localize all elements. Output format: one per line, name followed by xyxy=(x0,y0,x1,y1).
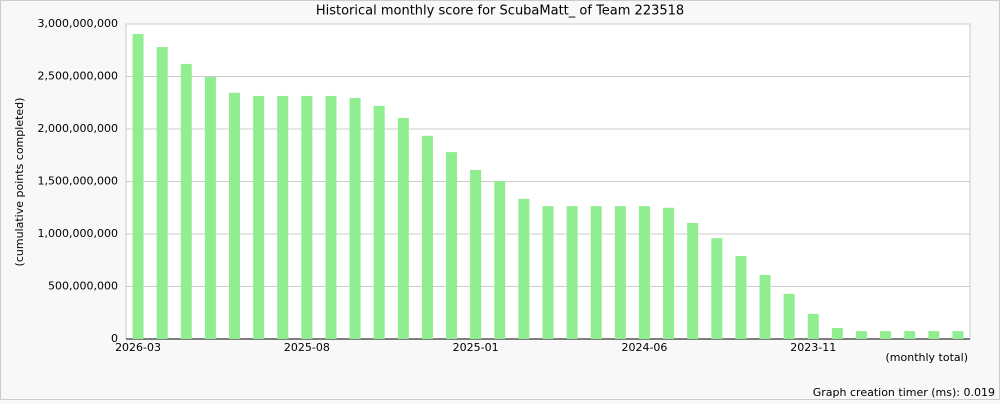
bar xyxy=(349,98,361,340)
bar xyxy=(880,331,892,339)
y-axis-label: (cumulative points completed) xyxy=(13,98,26,267)
bar xyxy=(156,47,168,339)
y-tick-label: 3,000,000,000 xyxy=(38,17,118,30)
bar xyxy=(132,33,144,339)
bar xyxy=(638,206,650,339)
bar xyxy=(614,206,626,339)
x-tick-label: 2025-01 xyxy=(453,341,499,354)
bar xyxy=(494,180,506,339)
bar xyxy=(783,293,795,339)
bar xyxy=(421,135,433,339)
x-tick-label: 2026-03 xyxy=(115,341,161,354)
bar xyxy=(180,63,192,340)
bar xyxy=(301,95,313,339)
bar xyxy=(470,169,482,339)
y-tick-label: 0 xyxy=(111,332,118,345)
bar xyxy=(446,152,458,339)
bar xyxy=(735,256,747,339)
bar xyxy=(687,222,699,339)
chart-title: Historical monthly score for ScubaMatt_ … xyxy=(316,4,684,19)
bar xyxy=(204,77,216,340)
y-tick-label: 1,000,000,000 xyxy=(38,227,118,240)
y-tick-label: 500,000,000 xyxy=(48,280,118,293)
footer: Graph creation timer (ms): 0.019 xyxy=(813,386,995,399)
x-tick-label: 2024-06 xyxy=(621,341,667,354)
bar xyxy=(253,95,265,339)
bar xyxy=(904,331,916,339)
bar xyxy=(229,92,241,340)
bar xyxy=(855,331,867,339)
y-tick-label: 2,500,000,000 xyxy=(38,70,118,83)
bar xyxy=(928,331,940,339)
bar xyxy=(711,238,723,339)
bar xyxy=(566,206,578,339)
bar xyxy=(373,105,385,340)
bar xyxy=(831,327,843,339)
y-tick-label: 2,000,000,000 xyxy=(38,122,118,135)
bar xyxy=(807,313,819,339)
bar xyxy=(663,207,675,339)
bar xyxy=(759,274,771,339)
bar xyxy=(542,206,554,339)
bar xyxy=(325,95,337,339)
x-tick-label: 2023-11 xyxy=(790,341,836,354)
bar xyxy=(518,198,530,339)
y-tick-label: 1,500,000,000 xyxy=(38,175,118,188)
bar xyxy=(397,117,409,339)
bar xyxy=(952,331,964,339)
x-tick-label: 2025-08 xyxy=(284,341,330,354)
bar xyxy=(277,95,289,339)
x-note: (monthly total) xyxy=(886,351,969,364)
bar xyxy=(590,206,602,339)
